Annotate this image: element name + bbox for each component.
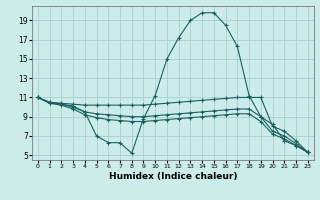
X-axis label: Humidex (Indice chaleur): Humidex (Indice chaleur) [108, 172, 237, 181]
